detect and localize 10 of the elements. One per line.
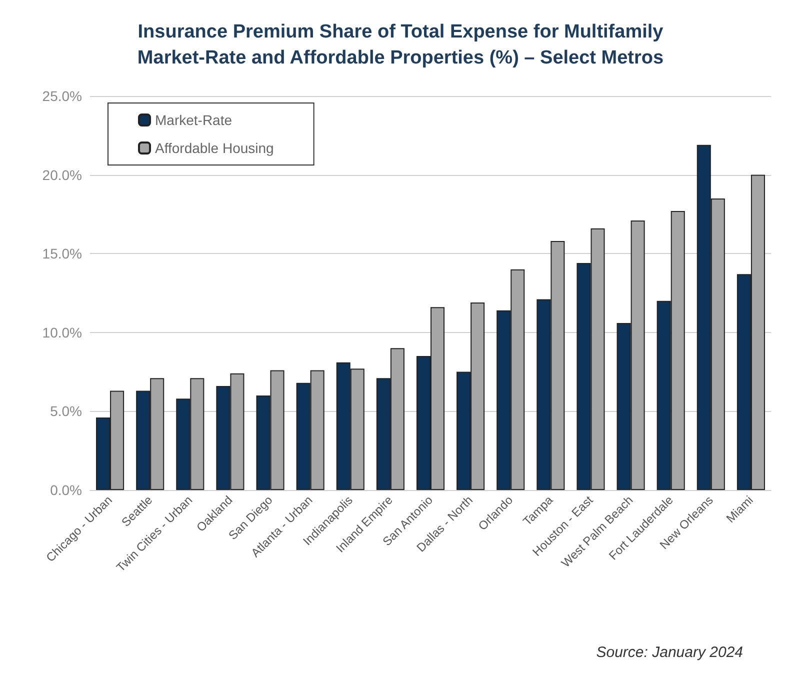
source-note: Source: January 2024 (596, 644, 744, 661)
y-tick-label: 10.0% (42, 324, 82, 340)
chart-title: Insurance Premium Share of Total Expense for Multifamily Market-Rate and Affordable Properties (%) – Select Metros (137, 22, 664, 68)
legend-label: Market-Rate (155, 112, 232, 128)
legend-label: Affordable Housing (155, 140, 274, 156)
y-tick-label: 0.0% (50, 482, 82, 498)
y-tick-label: 20.0% (42, 166, 82, 183)
y-tick-label: 5.0% (50, 403, 82, 420)
y-tick-label: 25.0% (42, 88, 82, 104)
y-tick-label: 15.0% (42, 246, 82, 262)
